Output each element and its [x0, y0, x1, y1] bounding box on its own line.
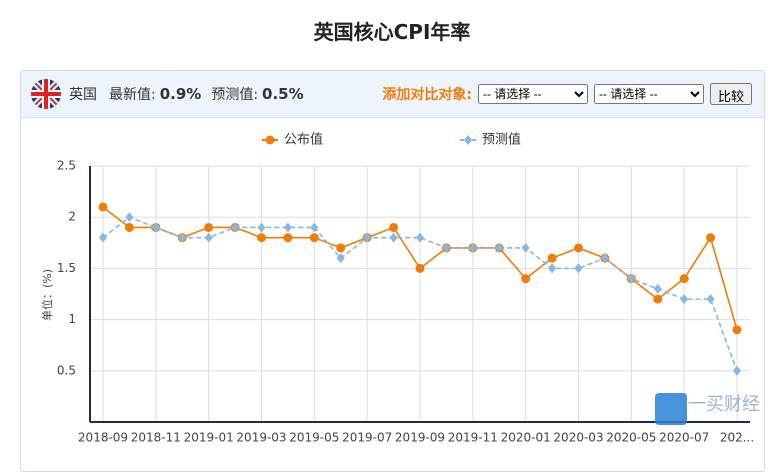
point: [309, 233, 319, 243]
point: [363, 232, 372, 243]
watermark-text: 一买财经: [688, 394, 760, 415]
point: [204, 232, 213, 243]
point: [732, 325, 742, 335]
watermark: 一买财经: [655, 393, 760, 425]
point: [679, 274, 689, 284]
y-tick-label: 2: [68, 210, 76, 224]
point: [125, 212, 134, 223]
compare-button[interactable]: 比较: [709, 83, 752, 105]
point: [336, 243, 346, 253]
forecast-value: 0.5%: [262, 85, 304, 103]
point: [706, 233, 716, 243]
x-tick-label: 2019-11: [448, 431, 498, 445]
x-tick-label: 202...: [720, 431, 754, 445]
point: [336, 253, 345, 264]
select[interactable]: -- 请选择 --: [477, 84, 588, 104]
country: 英国: [69, 87, 97, 103]
y-axis-label: 单位：(%): [40, 269, 54, 321]
point: [389, 222, 399, 232]
point: [231, 222, 240, 233]
point: [548, 263, 557, 274]
point: [178, 232, 187, 243]
page-title: 英国核心CPI年率: [313, 20, 471, 44]
point: [124, 222, 134, 232]
info-bar: 英国 最新值: 0.9% 预测值: 0.5% 添加对比对象: -- 请选择 --…: [21, 71, 764, 118]
point: [733, 365, 741, 376]
point: [521, 274, 531, 284]
point: [204, 222, 214, 232]
y-tick-label: 2.5: [57, 159, 76, 173]
point: [257, 233, 266, 243]
y-tick-label: 1: [68, 312, 76, 326]
x-tick-label: 2020-01: [501, 431, 551, 445]
x-tick-label: 2019-07: [342, 431, 392, 445]
x-tick-label: 2020-03: [553, 431, 603, 445]
point: [257, 222, 266, 233]
point: [442, 242, 451, 253]
x-tick-label: 2019-05: [289, 431, 339, 445]
point: [468, 242, 477, 253]
point: [283, 233, 293, 243]
x-tick-label: 2020-05: [606, 431, 656, 445]
x-tick-label: 2019-09: [395, 431, 445, 445]
latest-label: 最新值:: [109, 87, 156, 103]
flag: [31, 79, 61, 109]
point: [389, 232, 398, 243]
select[interactable]: -- 请选择 --: [593, 84, 704, 104]
page: 英国核心CPI年率 英国 最新值: 0.9% 预测值: 0.5% 添加对比对象:…: [20, 20, 765, 472]
x-tick-label: 2019-03: [236, 431, 286, 445]
x-tick-label: 2018-09: [78, 431, 128, 445]
legend-marker: [265, 135, 275, 145]
point: [574, 263, 583, 274]
point: [495, 242, 504, 253]
point: [680, 294, 689, 305]
point: [99, 232, 107, 243]
point: [547, 253, 557, 263]
legend-label: 公布值: [284, 132, 323, 148]
point: [521, 242, 530, 253]
point: [574, 243, 583, 253]
point: [706, 294, 715, 305]
forecast-label: 预测值:: [211, 87, 259, 103]
panel: 英国 最新值: 0.9% 预测值: 0.5% 添加对比对象: -- 请选择 --…: [20, 70, 765, 472]
point: [627, 273, 636, 284]
point: [415, 263, 425, 273]
legend-label: 预测值: [482, 132, 521, 148]
point: [416, 232, 424, 243]
point: [310, 222, 319, 233]
point: [98, 202, 108, 212]
legend-marker: [464, 135, 472, 145]
latest-value: 0.9%: [159, 85, 202, 103]
point: [600, 253, 609, 264]
compare-label: 添加对比对象:: [382, 87, 472, 103]
x-tick-label: 2018-11: [131, 431, 181, 445]
point: [653, 283, 662, 294]
x-tick-label: 2020-07: [659, 431, 709, 445]
point: [151, 222, 160, 233]
point: [283, 222, 292, 233]
point: [653, 294, 663, 304]
y-tick-label: 0.5: [57, 363, 76, 377]
x-tick-label: 2019-01: [184, 431, 234, 445]
y-tick-label: 1.5: [57, 261, 76, 275]
